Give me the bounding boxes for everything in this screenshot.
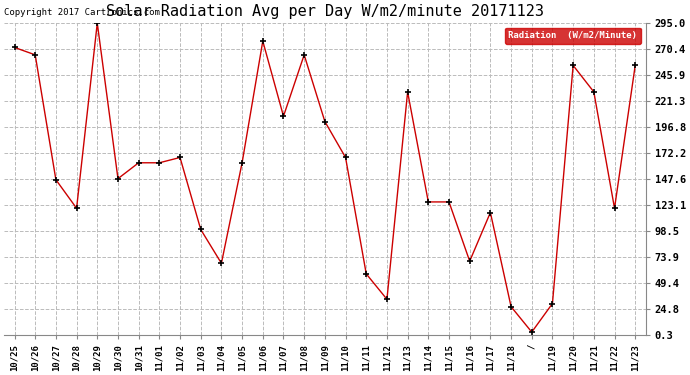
Legend: Radiation  (W/m2/Minute): Radiation (W/m2/Minute) xyxy=(505,28,641,44)
Title: Solar Radiation Avg per Day W/m2/minute 20171123: Solar Radiation Avg per Day W/m2/minute … xyxy=(106,4,544,19)
Text: Copyright 2017 Cartronics.com: Copyright 2017 Cartronics.com xyxy=(4,8,160,17)
